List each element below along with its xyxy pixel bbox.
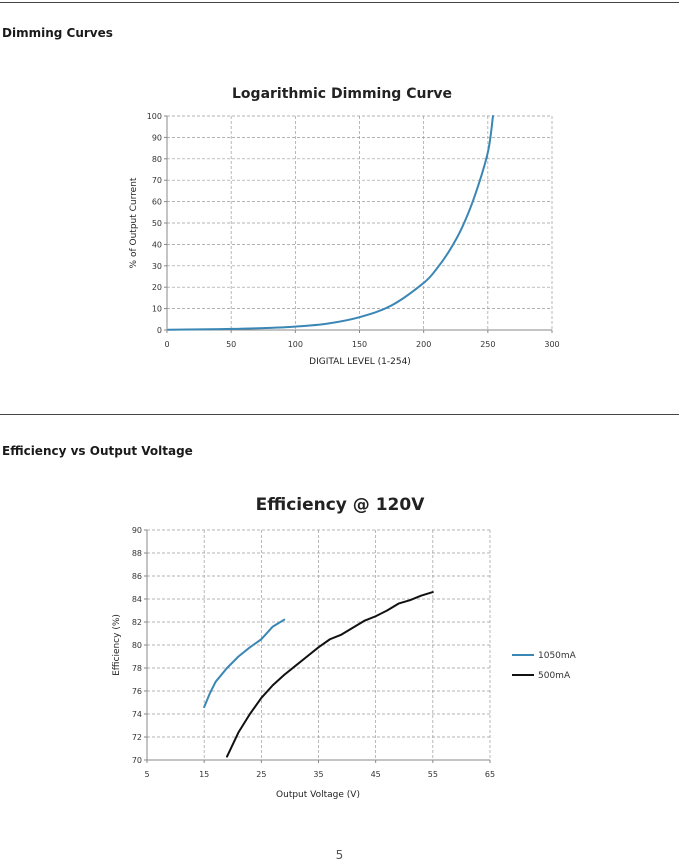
x-tick-label: 35 — [313, 770, 323, 779]
x-tick-label: 55 — [428, 770, 438, 779]
y-tick-label: 20 — [152, 283, 162, 292]
y-axis-label: Efficiency (%) — [112, 614, 122, 676]
x-tick-label: 0 — [164, 340, 169, 349]
y-tick-label: 100 — [147, 112, 162, 121]
y-tick-label: 80 — [152, 155, 162, 164]
y-tick-label: 74 — [132, 710, 142, 719]
top-divider — [0, 2, 679, 3]
x-tick-label: 100 — [288, 340, 303, 349]
x-tick-label: 25 — [256, 770, 266, 779]
y-tick-label: 88 — [132, 549, 142, 558]
x-tick-label: 200 — [416, 340, 431, 349]
efficiency-heading: Efficiency vs Output Voltage — [2, 444, 193, 458]
chart-title: Logarithmic Dimming Curve — [232, 86, 452, 102]
series-line-1050mA — [203, 618, 286, 709]
y-tick-label: 70 — [152, 176, 162, 185]
middle-divider — [0, 414, 679, 415]
x-tick-label: 300 — [544, 340, 559, 349]
y-tick-label: 0 — [157, 326, 162, 335]
chart-title: Efficiency @ 120V — [256, 495, 426, 515]
y-tick-label: 30 — [152, 262, 162, 271]
y-tick-label: 50 — [152, 219, 162, 228]
x-axis-label: Output Voltage (V) — [276, 790, 360, 800]
y-tick-label: 80 — [132, 641, 142, 650]
y-tick-label: 86 — [132, 572, 142, 581]
y-tick-label: 84 — [132, 595, 142, 604]
y-tick-label: 72 — [132, 733, 142, 742]
y-tick-label: 76 — [132, 687, 142, 696]
x-tick-label: 5 — [144, 770, 149, 779]
x-tick-label: 45 — [371, 770, 381, 779]
y-tick-label: 70 — [132, 756, 142, 765]
y-tick-label: 90 — [132, 526, 142, 535]
page-number: 5 — [335, 848, 344, 862]
series-line-500mA — [226, 591, 434, 758]
y-tick-label: 60 — [152, 198, 162, 207]
dimming-curves-heading: Dimming Curves — [2, 26, 113, 40]
y-tick-label: 40 — [152, 240, 162, 249]
series-line-series-1 — [167, 115, 494, 331]
y-tick-label: 10 — [152, 305, 162, 314]
legend-entry: 500mA — [538, 671, 571, 681]
x-axis-label: DIGITAL LEVEL (1-254) — [309, 357, 411, 367]
y-tick-label: 82 — [132, 618, 142, 627]
y-tick-label: 78 — [132, 664, 142, 673]
y-tick-label: 90 — [152, 133, 162, 142]
x-tick-label: 65 — [485, 770, 495, 779]
x-tick-label: 150 — [352, 340, 367, 349]
y-axis-label: % of Output Current — [129, 177, 139, 268]
x-tick-label: 50 — [226, 340, 236, 349]
x-tick-label: 15 — [199, 770, 209, 779]
x-tick-label: 250 — [480, 340, 495, 349]
legend-entry: 1050mA — [538, 651, 577, 661]
